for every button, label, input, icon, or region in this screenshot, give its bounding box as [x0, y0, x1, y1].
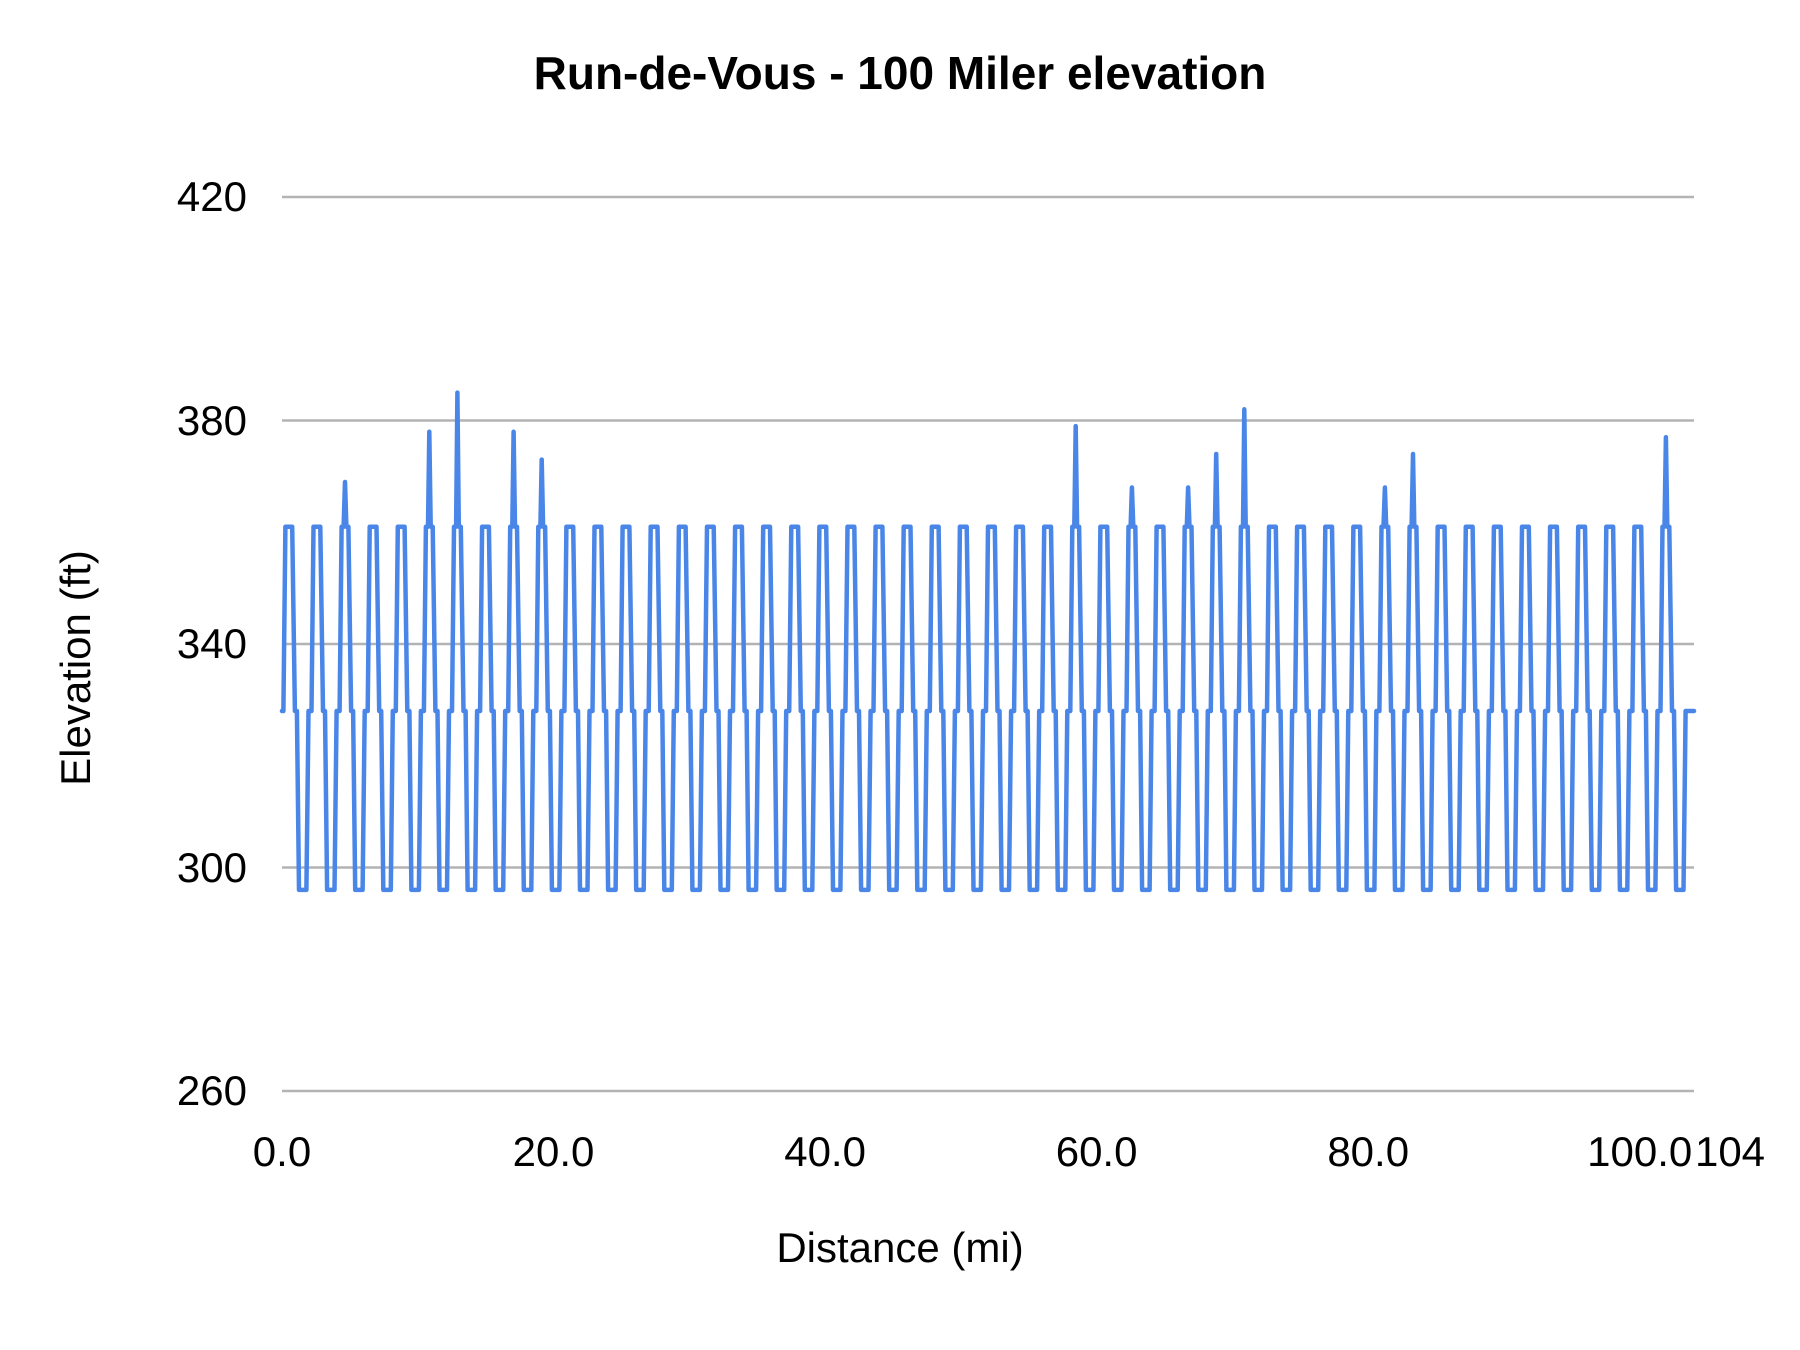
y-tick-label-300: 300 [176, 843, 247, 891]
x-tick-label-100.0: 100.0 [1587, 1128, 1693, 1175]
x-tick-label-0.0: 0.0 [252, 1128, 312, 1175]
x-tick-label-40.0: 40.0 [784, 1128, 866, 1175]
x-tick-label-20.0: 20.0 [512, 1128, 595, 1175]
x-tick-label-80.0: 80.0 [1327, 1128, 1410, 1175]
y-tick-label-260: 260 [176, 1067, 247, 1114]
x-axis-title: Distance (mi) [776, 1224, 1024, 1271]
y-axis-title: Elevation (ft) [52, 550, 99, 786]
x-axis-end-label-104: 104 [1694, 1128, 1766, 1175]
x-tick-label-60.0: 60.0 [1055, 1128, 1138, 1175]
elevation-series-line [279, 390, 1697, 893]
y-tick-label-340: 340 [176, 620, 247, 667]
chart-title: Run-de-Vous - 100 Miler elevation [533, 47, 1267, 99]
y-tick-label-420: 420 [176, 173, 247, 220]
y-tick-label-380: 380 [176, 396, 247, 444]
